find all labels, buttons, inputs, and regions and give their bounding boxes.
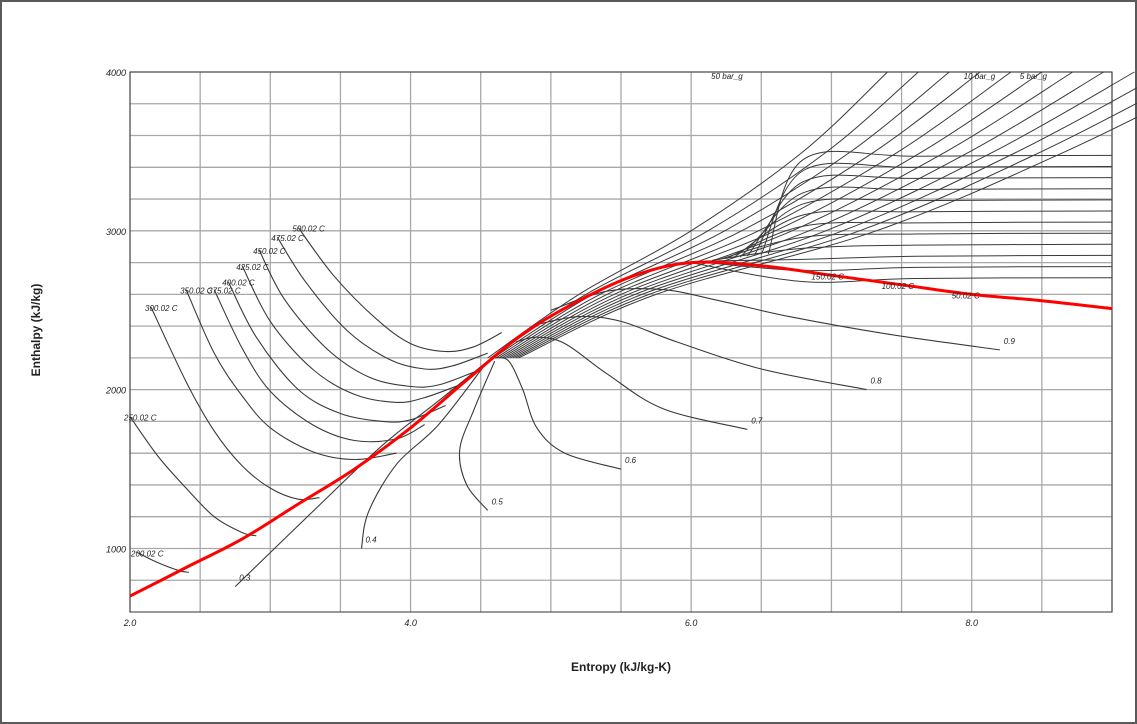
isotherm-curve	[129, 416, 257, 537]
isotherm-curve	[241, 265, 460, 404]
superheat-curve	[705, 254, 1113, 262]
quality-line-label: 0.8	[871, 377, 883, 386]
isotherm-curve	[213, 289, 425, 443]
isotherm-curve	[185, 289, 397, 461]
isobar-curve	[487, 71, 888, 359]
isotherm-label: 350.02 C	[180, 287, 213, 296]
isobar-curve	[518, 116, 1137, 359]
isotherm-curve	[258, 249, 474, 388]
isobar-curve	[493, 71, 950, 359]
isotherm-curve	[297, 227, 503, 353]
isotherm-label: 300.02 C	[145, 304, 178, 313]
isobar-curve	[495, 71, 981, 359]
quality-line	[550, 287, 1000, 351]
isotherm-curve	[227, 281, 446, 423]
quality-line-label: 0.9	[1004, 337, 1016, 346]
isotherm-label: 400.02 C	[222, 279, 255, 288]
quality-line-label: 0.7	[751, 416, 763, 425]
y-tick-label: 3000	[106, 227, 126, 237]
y-tick-label: 1000	[106, 544, 126, 554]
superheat-label: 100.02 C	[882, 282, 915, 291]
plot-border	[129, 71, 1113, 613]
superheat-curve	[719, 232, 1113, 260]
x-tick-label: 6.0	[685, 618, 698, 628]
isobar-curve	[501, 71, 1043, 359]
isobar-label: 50 bar_g	[711, 72, 743, 81]
isotherm-curve	[276, 236, 488, 370]
isobar-label: 5 bar_g	[1020, 72, 1048, 81]
isobar-curve	[507, 71, 1104, 359]
curve-labels: 0.3 0.4 0.5 0.6 0.7 0.8 0.9 200.02 C 250.02 C 300…	[123, 72, 1047, 582]
isotherm-label: 475.02 C	[271, 234, 304, 243]
superheat-label: 150.02 C	[811, 272, 844, 281]
isobar-curve	[504, 71, 1073, 359]
isotherm-label: 500.02 C	[292, 225, 325, 234]
quality-line	[494, 357, 622, 470]
isotherm-label: 375.02 C	[208, 287, 241, 296]
superheat-curve	[760, 162, 1113, 255]
quality-line-label: 0.5	[492, 497, 504, 506]
superheat-curve	[767, 150, 1113, 255]
quality-line	[234, 360, 489, 587]
quality-line-label: 0.6	[625, 456, 637, 465]
tick-labels: 2.0 4.0 6.0 8.0 1000 2000 3000 4000	[105, 68, 978, 628]
x-tick-label: 4.0	[404, 618, 417, 628]
y-tick-label: 4000	[106, 68, 126, 78]
superheat-curve	[726, 221, 1113, 260]
x-tick-label: 2.0	[123, 618, 137, 628]
y-tick-label: 2000	[105, 386, 126, 396]
superheat-curve	[698, 261, 1113, 272]
isobar-label: 10 bar_g	[964, 72, 996, 81]
isotherm-label: 450.02 C	[253, 247, 286, 256]
grid	[129, 71, 1113, 612]
isotherm-label: 425.02 C	[236, 263, 269, 272]
x-tick-label: 8.0	[965, 618, 978, 628]
isobar-curve	[509, 71, 1135, 359]
saturation-curve	[129, 260, 1113, 598]
isotherm-curve	[150, 306, 320, 501]
curves	[129, 71, 1137, 598]
quality-line	[360, 360, 489, 549]
quality-line	[536, 315, 867, 391]
isobar-curve	[498, 71, 1012, 359]
isotherm-label: 200.02 C	[130, 549, 164, 558]
isobar-curve	[512, 87, 1137, 359]
quality-line	[458, 360, 496, 511]
quality-line-label: 0.3	[239, 574, 251, 583]
x-axis-title: Entropy (kJ/kg-K)	[571, 660, 671, 674]
y-axis-title: Enthalpy (kJ/kg)	[29, 284, 43, 377]
isobar-curve	[515, 102, 1137, 359]
isotherm-curve	[136, 551, 190, 573]
superheat-curve	[712, 243, 1113, 261]
isotherm-label: 250.02 C	[123, 414, 157, 423]
quality-line	[515, 336, 748, 430]
quality-line-label: 0.4	[365, 535, 377, 544]
superheat-label: 50.02 C	[952, 291, 980, 300]
